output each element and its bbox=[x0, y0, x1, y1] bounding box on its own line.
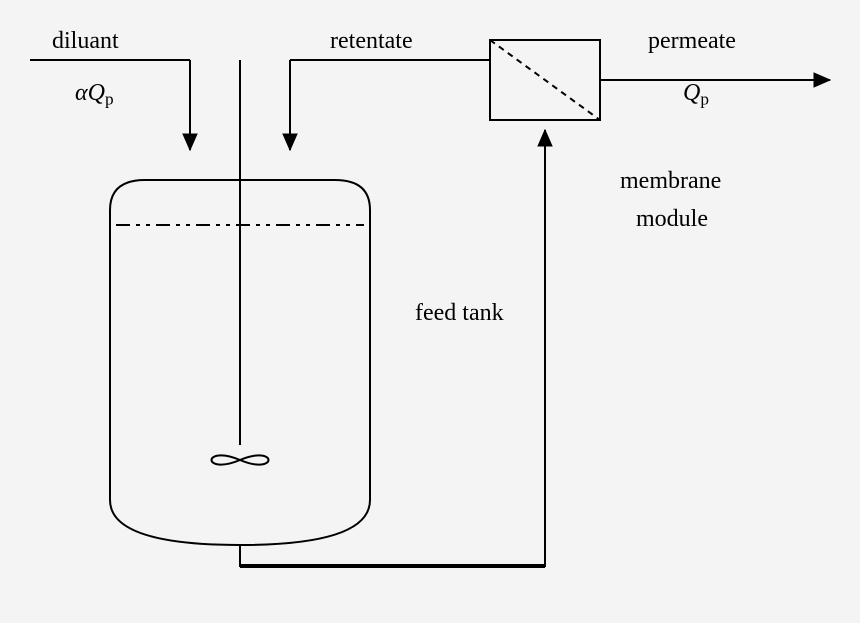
label-alpha-qp: αQp bbox=[75, 80, 114, 109]
label-membrane-line2: module bbox=[636, 206, 708, 233]
label-retentate: retentate bbox=[330, 28, 413, 55]
label-diluant: diluant bbox=[52, 28, 119, 55]
label-permeate: permeate bbox=[648, 28, 736, 55]
label-membrane-line1: membrane bbox=[620, 168, 721, 195]
label-qp: Qp bbox=[683, 80, 709, 109]
label-feed-tank: feed tank bbox=[415, 300, 504, 327]
